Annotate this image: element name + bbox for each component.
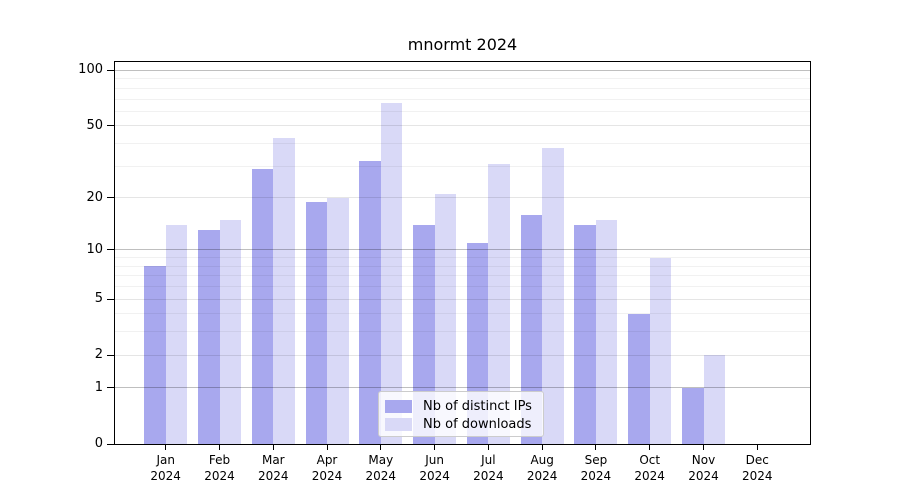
bar [520, 214, 543, 444]
y-tick-label: 1 [94, 379, 103, 395]
bar [359, 161, 381, 444]
gridline [115, 387, 810, 389]
gridline [115, 313, 810, 315]
y-tick-label: 20 [86, 189, 103, 205]
bar [380, 102, 403, 444]
x-tick-mark [219, 445, 220, 450]
gridline [115, 78, 810, 80]
x-tick-mark [272, 445, 274, 450]
gridline [115, 298, 810, 300]
x-tick-mark [326, 445, 328, 450]
chart-title: mnormt 2024 [407, 35, 518, 54]
y-tick-mark [107, 298, 114, 300]
y-tick-label: 5 [94, 290, 103, 306]
gridline [115, 275, 810, 277]
x-tick-mark [649, 445, 651, 450]
x-tick-label: May 2024 [365, 453, 397, 483]
bar [165, 224, 188, 444]
y-tick-label: 0 [94, 436, 103, 451]
x-tick-label: Jan 2024 [150, 453, 181, 483]
bar [251, 168, 274, 444]
bar [413, 224, 435, 444]
bar [198, 230, 220, 444]
gridline [115, 331, 810, 333]
gridline [115, 110, 810, 112]
y-tick-label: 50 [86, 117, 103, 133]
gridline [115, 286, 810, 287]
bar [703, 355, 725, 444]
y-tick-mark [107, 354, 114, 356]
x-tick-label: Dec 2024 [742, 453, 773, 483]
x-tick-mark [703, 445, 704, 450]
x-tick-label: Jun 2024 [419, 453, 450, 483]
y-tick-mark [107, 387, 114, 389]
x-tick-label: Jul 2024 [473, 453, 504, 483]
bar [327, 197, 349, 444]
x-tick-label: Nov 2024 [688, 453, 719, 483]
y-tick-mark [107, 443, 114, 445]
x-tick-mark [380, 445, 382, 450]
gridline [115, 354, 810, 356]
legend: Nb of distinct IPs Nb of downloads [378, 391, 544, 437]
gridline [115, 142, 810, 144]
bar [144, 266, 166, 444]
legend-label-distinct-ips: Nb of distinct IPs [423, 398, 532, 414]
y-tick-label: 2 [94, 347, 103, 363]
plot-area [114, 61, 811, 445]
bar [542, 147, 564, 444]
gridline [115, 197, 810, 199]
legend-label-downloads: Nb of downloads [423, 416, 532, 432]
bar [682, 387, 704, 444]
bar [488, 163, 510, 444]
x-tick-mark [434, 445, 436, 450]
x-tick-label: Aug 2024 [526, 453, 558, 483]
x-tick-label: Feb 2024 [204, 453, 235, 483]
y-tick-mark [107, 197, 114, 199]
bar [305, 201, 327, 444]
y-tick-mark [107, 249, 114, 251]
x-tick-mark [595, 445, 597, 450]
bar [273, 137, 295, 444]
gridline [115, 125, 810, 127]
gridline [115, 87, 810, 89]
x-tick-label: Mar 2024 [258, 453, 289, 483]
x-tick-mark [756, 445, 758, 450]
x-tick-label: Oct 2024 [634, 453, 665, 483]
legend-item-distinct-ips: Nb of distinct IPs [385, 397, 537, 415]
bar [628, 313, 650, 444]
x-tick-label: Apr 2024 [311, 453, 343, 483]
bar [595, 219, 618, 444]
y-tick-mark [107, 125, 114, 127]
gridline [115, 265, 810, 267]
legend-item-downloads: Nb of downloads [385, 415, 537, 433]
gridline [115, 70, 810, 71]
legend-swatch-distinct-ips [385, 399, 412, 413]
bar [434, 193, 457, 444]
y-tick-mark [107, 70, 114, 71]
x-tick-mark [541, 445, 543, 450]
bar [219, 219, 241, 444]
y-tick-label: 10 [86, 241, 103, 257]
gridline [115, 257, 810, 259]
x-tick-mark [487, 445, 489, 450]
gridline [115, 98, 810, 100]
y-tick-label: 100 [78, 62, 103, 78]
gridline [115, 249, 810, 251]
x-tick-label: Sep 2024 [580, 453, 612, 483]
gridline [115, 165, 810, 167]
bar [574, 224, 596, 444]
legend-swatch-downloads [385, 417, 412, 431]
x-tick-mark [165, 445, 167, 450]
bar [649, 257, 672, 444]
